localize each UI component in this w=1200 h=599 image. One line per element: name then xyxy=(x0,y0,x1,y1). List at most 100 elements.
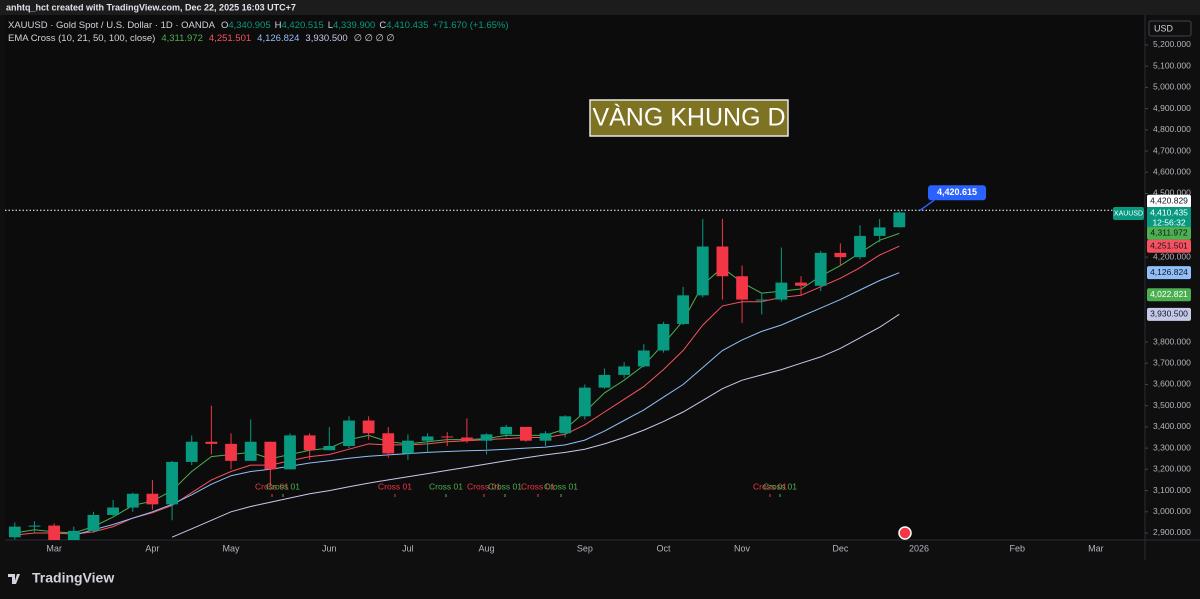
plot xyxy=(5,209,1145,540)
legend-value: 4,311.972 xyxy=(161,33,203,44)
candle-body xyxy=(775,282,788,300)
x-tick-label: Dec xyxy=(832,543,849,553)
cross-label: Cross 01 xyxy=(488,481,522,491)
ticker-tag-box xyxy=(1113,206,1144,220)
candle-body xyxy=(500,426,513,435)
candle-body xyxy=(323,445,336,451)
cross-label: Cross 01 xyxy=(266,481,300,491)
ohlc-label: O xyxy=(221,20,228,31)
ohlc-label: H xyxy=(275,20,282,31)
candle-body xyxy=(461,437,473,441)
x-tick-label: 2026 xyxy=(909,543,929,553)
y-tick-label: 3,800.000 xyxy=(1153,336,1191,346)
candle-body xyxy=(126,493,139,508)
y-tick-label: 4,800.000 xyxy=(1153,124,1191,134)
axis-price-box xyxy=(1147,266,1191,280)
cross-label: Cross 01 xyxy=(521,481,555,491)
candle-body xyxy=(362,420,375,434)
callout-pointer xyxy=(919,199,935,211)
candle-body xyxy=(657,323,670,351)
candle-body xyxy=(814,252,827,286)
currency-box xyxy=(1148,20,1192,37)
ohlc-value: 4,340.905 xyxy=(228,20,270,31)
y-tick-label: 3,100.000 xyxy=(1153,485,1191,495)
y-tick-label: 3,400.000 xyxy=(1153,421,1191,431)
header-line: EMA Cross (10, 21, 50, 100, close) 4,311.… xyxy=(8,33,395,44)
x-tick-label: Oct xyxy=(656,543,671,553)
candle-body xyxy=(441,436,454,438)
candle-body xyxy=(67,530,80,540)
candle-body xyxy=(677,295,689,324)
y-tick-label: 5,100.000 xyxy=(1153,60,1191,70)
y-tick-label: 4,900.000 xyxy=(1153,103,1191,113)
legend-value: 4,251.501 xyxy=(209,33,251,44)
x-tick-label: May xyxy=(223,543,241,553)
y-tick-label: 3,000.000 xyxy=(1153,506,1191,516)
candle-body xyxy=(185,441,198,462)
ohlc-value: 4,339.900 xyxy=(333,20,375,31)
ema-line xyxy=(171,313,900,538)
x-tick-label: Jun xyxy=(322,543,337,553)
y-tick-label: 3,300.000 xyxy=(1153,442,1191,452)
x-tick-label: Mar xyxy=(46,543,62,553)
candle-body xyxy=(343,420,355,446)
candle-body xyxy=(146,493,159,505)
y-tick-label: 4,500.000 xyxy=(1153,188,1191,198)
title-box xyxy=(589,99,789,137)
candle-body xyxy=(303,435,316,451)
axis-price-box xyxy=(1147,288,1191,302)
symbol: XAUUSD · Gold Spot / U.S. Dollar · 1D · … xyxy=(8,20,216,31)
candle-body xyxy=(8,526,21,538)
y-tick-label: 3,600.000 xyxy=(1153,379,1191,389)
header-line: XAUUSD · Gold Spot / U.S. Dollar · 1D · … xyxy=(8,20,509,31)
indicator: EMA Cross (10, 21, 50, 100, close) xyxy=(8,33,155,44)
candle-body xyxy=(854,235,866,258)
x-tick-label: Apr xyxy=(145,543,159,553)
countdown: 12:56:32 xyxy=(1152,218,1185,228)
y-tick-label: 2,900.000 xyxy=(1153,527,1191,537)
brand: TradingView xyxy=(32,570,114,586)
axis-price-label: 3,930.500 xyxy=(1150,309,1188,319)
chart-title: VÀNG KHUNG D xyxy=(592,103,785,132)
logo: TradingView xyxy=(8,570,114,586)
candle-body xyxy=(421,436,434,441)
candle-body xyxy=(264,441,277,470)
legend-value: 4,126.824 xyxy=(257,33,299,44)
axis-price-box xyxy=(1147,307,1191,321)
callout-label: 4,420.615 xyxy=(937,187,977,197)
currency: USD xyxy=(1154,23,1174,33)
candle-body xyxy=(834,252,847,258)
y-tick-label: 4,600.000 xyxy=(1153,166,1191,176)
candle-body xyxy=(519,426,532,441)
top-bar-text: anhtq_hct created with TradingView.com, … xyxy=(6,2,296,12)
candle-body xyxy=(598,374,611,388)
y-tick-label: 3,700.000 xyxy=(1153,357,1191,367)
candle-body xyxy=(618,366,631,375)
indicator-extra: ∅ ∅ ∅ ∅ xyxy=(354,33,395,44)
candle-body xyxy=(559,416,572,434)
axis-price-label: 4,420.829 xyxy=(1150,196,1188,206)
ohlc-label: C xyxy=(379,20,386,31)
candle-body xyxy=(107,507,119,515)
top-bar xyxy=(0,0,1200,15)
event-flag xyxy=(898,526,912,540)
ohlc-value: 4,410.435 xyxy=(386,20,428,31)
candle-body xyxy=(382,433,395,454)
ohlc-label: L xyxy=(328,20,333,31)
ema-line xyxy=(14,245,900,536)
candle-body xyxy=(166,461,178,505)
candle-body xyxy=(716,246,729,277)
x-tick-label: Sep xyxy=(577,543,593,553)
candle-body xyxy=(578,387,591,417)
y-tick-label: 5,200.000 xyxy=(1153,39,1191,49)
x-tick-label: Feb xyxy=(1009,543,1025,553)
candle-body xyxy=(755,299,768,301)
candle-body xyxy=(539,433,552,441)
y-tick-label: 5,000.000 xyxy=(1153,82,1191,92)
candle-body xyxy=(205,441,218,444)
candle-body xyxy=(225,443,237,461)
candle-body xyxy=(284,435,296,470)
axis-price-label: 4,410.435 xyxy=(1150,208,1188,218)
